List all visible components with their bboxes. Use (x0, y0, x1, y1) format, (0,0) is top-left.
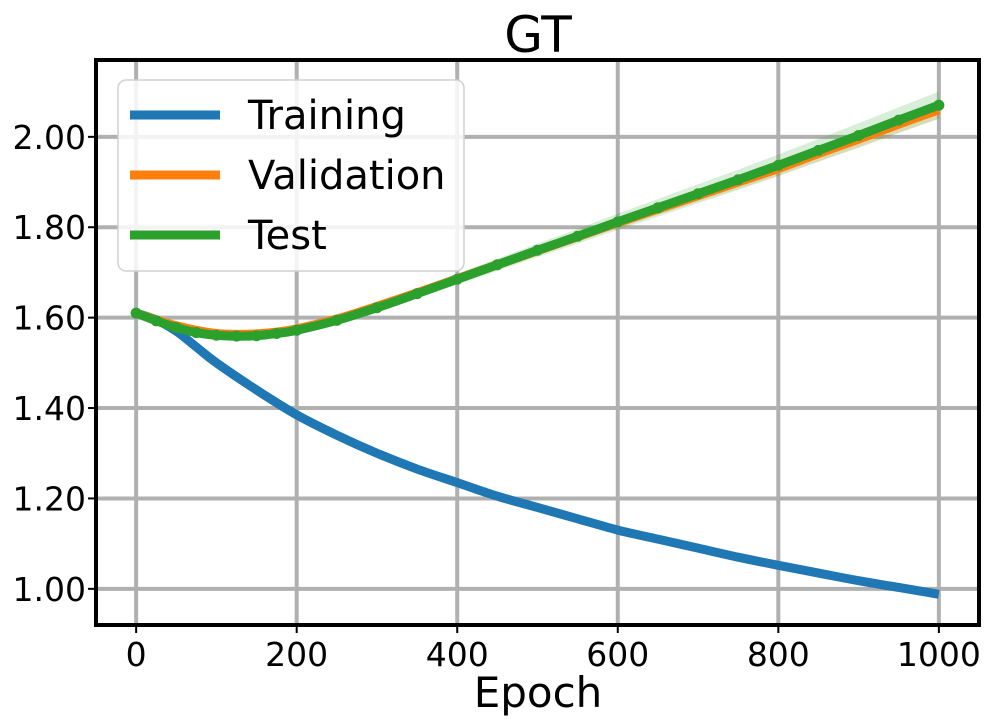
point-test (170, 322, 182, 334)
series-lines (130, 99, 945, 599)
x-tick-label: 800 (747, 635, 810, 674)
point-test (150, 315, 162, 327)
point-test (130, 307, 142, 319)
point-test (291, 324, 303, 336)
legend-label-validation: Validation (248, 153, 446, 199)
point-test (772, 159, 784, 171)
x-tick-label: 600 (586, 635, 649, 674)
point-test (612, 216, 624, 228)
point-test (371, 302, 383, 314)
point-test (451, 273, 463, 285)
y-tick-label: 1.80 (13, 208, 86, 247)
x-tick-label: 400 (426, 635, 489, 674)
x-tick-label: 1000 (897, 635, 981, 674)
plot-frame (94, 58, 981, 627)
legend-label-test: Test (247, 213, 327, 259)
chart-title: GT (504, 6, 572, 64)
y-tick-label: 2.00 (13, 118, 86, 157)
y-tick-label: 1.60 (13, 299, 86, 338)
point-test (190, 327, 202, 339)
legend-label-training: Training (247, 93, 406, 139)
point-test (210, 329, 222, 341)
series-training (134, 308, 940, 599)
y-tick-label: 1.00 (13, 570, 86, 609)
x-axis-ticks: 0 200 400 600 800 1000 (126, 625, 981, 674)
point-test (271, 327, 283, 339)
point-test (933, 99, 945, 111)
point-test (532, 244, 543, 256)
point-test (331, 314, 343, 326)
point-test (812, 144, 824, 156)
line-training (134, 308, 940, 599)
legend-box (117, 79, 465, 272)
y-tick-label: 1.40 (13, 389, 86, 428)
y-axis-ticks: 1.00 1.20 1.40 1.60 1.80 2.00 (13, 118, 96, 609)
y-tick-label: 1.20 (13, 479, 86, 518)
point-test (251, 330, 263, 342)
point-test (853, 129, 865, 141)
point-test (732, 174, 744, 186)
point-test (411, 288, 423, 300)
legend: Training Validation Test (117, 79, 465, 272)
x-axis-label: Epoch (474, 668, 603, 717)
point-test (893, 114, 905, 126)
point-test (572, 230, 584, 242)
x-tick-label: 200 (265, 635, 328, 674)
x-tick-label: 0 (126, 635, 147, 674)
point-test (652, 202, 664, 214)
point-test (491, 259, 503, 271)
point-test (230, 330, 242, 342)
series-test (130, 99, 945, 342)
point-test (692, 188, 704, 200)
